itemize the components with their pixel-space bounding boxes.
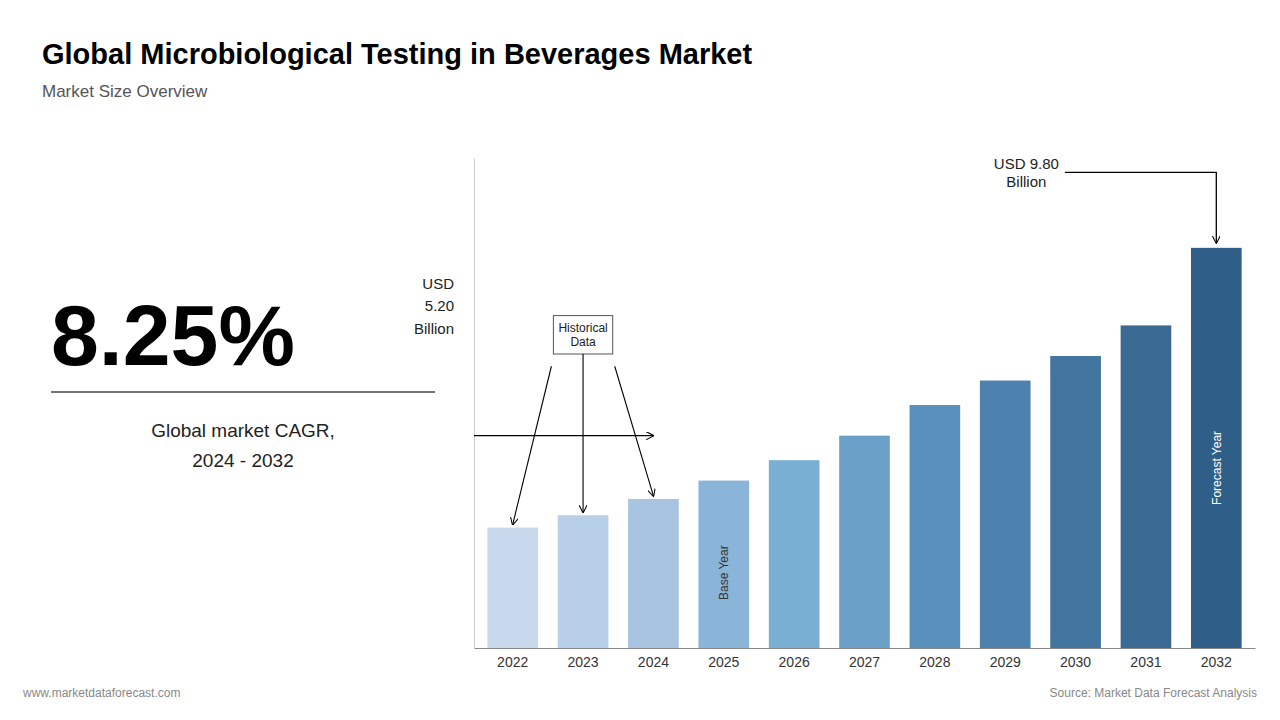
bar bbox=[910, 405, 961, 648]
x-tick: 2031 bbox=[1130, 648, 1161, 670]
text-line: Billion bbox=[414, 320, 454, 337]
x-axis-line bbox=[475, 648, 1256, 649]
x-axis: 2022 2023 2024 2025 2026 2027 2028 2029 2030 2031… bbox=[475, 648, 1256, 670]
bar bbox=[1050, 356, 1101, 648]
bar bbox=[698, 481, 749, 648]
x-tick: 2028 bbox=[919, 648, 950, 670]
chart: Global Microbiological Testing in Bevera… bbox=[0, 0, 1280, 720]
text-line: Source: Market Data Forecast Analysis bbox=[1050, 686, 1257, 700]
y-axis-line bbox=[474, 159, 475, 649]
subtitle: Market Size Overview bbox=[42, 82, 208, 101]
end-value-label: USD 9.80Billion bbox=[994, 155, 1059, 190]
text-line: Market Size Overview bbox=[42, 82, 208, 101]
text-line: 2024 - 2032 bbox=[192, 450, 293, 471]
cagr-label: Global market CAGR, 2024 - 2032 bbox=[151, 420, 335, 471]
text-line: Global market CAGR, bbox=[151, 420, 335, 441]
x-tick: 2027 bbox=[849, 648, 880, 670]
end-value-arrow bbox=[1065, 172, 1216, 242]
x-tick-label: 2032 bbox=[1201, 654, 1232, 670]
text-line: Global Microbiological Testing in Bevera… bbox=[42, 38, 752, 70]
x-tick-label: 2024 bbox=[638, 654, 669, 670]
bar bbox=[839, 436, 890, 648]
base-year-label: Base Year bbox=[717, 545, 731, 600]
text-line: Billion bbox=[1006, 173, 1046, 190]
bar bbox=[487, 528, 538, 648]
annotations: Base Year Forecast Year HistoricalData USD … bbox=[474, 155, 1224, 600]
historical-arrow bbox=[615, 366, 654, 496]
bar bbox=[1121, 325, 1172, 648]
cagr-value: 8.25% bbox=[51, 287, 295, 383]
y-axis bbox=[474, 159, 475, 649]
x-tick-label: 2029 bbox=[990, 654, 1021, 670]
bar bbox=[769, 460, 820, 648]
x-tick: 2023 bbox=[567, 648, 598, 670]
x-tick: 2025 bbox=[708, 648, 739, 670]
x-tick-label: 2025 bbox=[708, 654, 739, 670]
bar bbox=[1191, 248, 1242, 648]
x-tick-label: 2023 bbox=[567, 654, 598, 670]
x-tick: 2026 bbox=[779, 648, 810, 670]
x-tick-label: 2022 bbox=[497, 654, 528, 670]
text-line: USD bbox=[422, 275, 454, 292]
text-line: 8.25% bbox=[51, 287, 295, 383]
start-value-label: USD 5.20 Billion bbox=[414, 275, 454, 337]
x-tick-label: 2031 bbox=[1130, 654, 1161, 670]
text-line: USD 9.80 bbox=[994, 155, 1059, 172]
x-tick-label: 2026 bbox=[779, 654, 810, 670]
x-tick: 2029 bbox=[990, 648, 1021, 670]
x-tick: 2022 bbox=[497, 648, 528, 670]
footer-right: Source: Market Data Forecast Analysis bbox=[1050, 686, 1257, 700]
text-line: Historical bbox=[558, 321, 607, 335]
start-value-arrow bbox=[474, 435, 653, 436]
bar bbox=[628, 499, 679, 648]
footer-left: www.marketdataforecast.com bbox=[22, 686, 180, 700]
historical-arrow bbox=[513, 366, 552, 524]
x-tick: 2032 bbox=[1201, 648, 1232, 670]
text-line: Data bbox=[570, 335, 596, 349]
title: Global Microbiological Testing in Bevera… bbox=[42, 38, 752, 70]
bars bbox=[487, 248, 1241, 648]
historical-box-frame bbox=[553, 316, 612, 354]
x-tick-label: 2030 bbox=[1060, 654, 1091, 670]
cagr-divider bbox=[51, 391, 435, 393]
historical-arrow bbox=[583, 354, 584, 512]
text-line: www.marketdataforecast.com bbox=[22, 686, 180, 700]
bar bbox=[980, 381, 1031, 648]
x-tick: 2024 bbox=[638, 648, 669, 670]
historical-label: HistoricalData bbox=[558, 321, 607, 349]
x-tick-label: 2028 bbox=[919, 654, 950, 670]
x-tick-label: 2027 bbox=[849, 654, 880, 670]
forecast-year-label: Forecast Year bbox=[1210, 431, 1224, 505]
x-tick: 2030 bbox=[1060, 648, 1091, 670]
text-line: 5.20 bbox=[425, 297, 454, 314]
bar bbox=[558, 515, 609, 648]
historical-box: HistoricalData bbox=[553, 316, 612, 354]
